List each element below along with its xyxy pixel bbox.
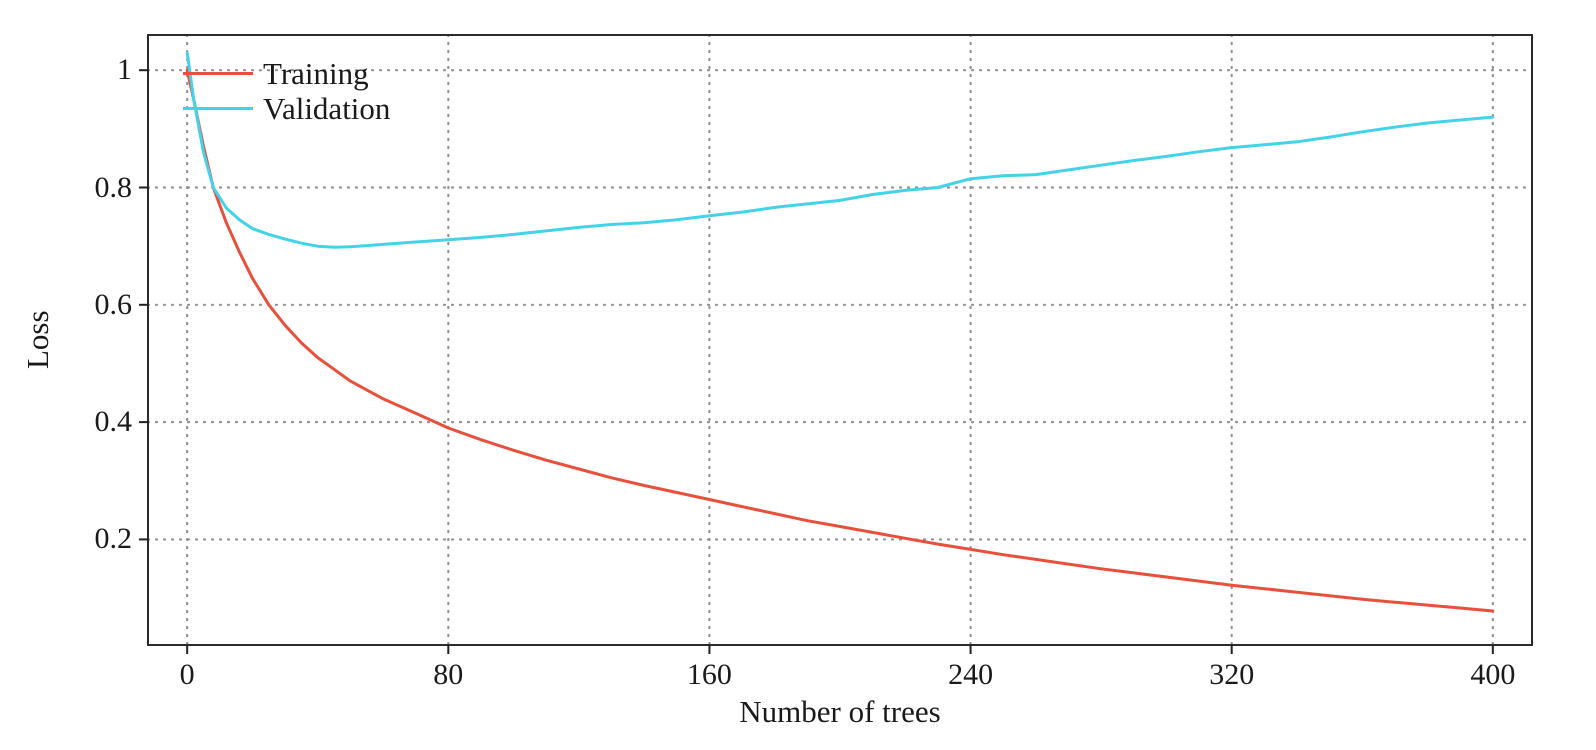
legend-label-training: Training bbox=[263, 56, 369, 91]
legend-item-training: Training bbox=[183, 58, 390, 89]
x-tick-label: 400 bbox=[1470, 658, 1516, 691]
legend-label-validation: Validation bbox=[263, 91, 391, 126]
y-tick-label: 0.6 bbox=[94, 287, 133, 321]
legend-swatch-training bbox=[183, 72, 253, 75]
x-axis-title: Number of trees bbox=[739, 694, 941, 729]
x-tick-label: 320 bbox=[1209, 658, 1255, 691]
legend-swatch-validation bbox=[183, 107, 253, 110]
x-tick-label: 240 bbox=[948, 658, 994, 691]
legend: Training Validation bbox=[183, 58, 390, 124]
legend-item-validation: Validation bbox=[183, 93, 390, 124]
y-tick-label: 0.4 bbox=[94, 405, 133, 439]
x-tick-label: 160 bbox=[686, 658, 732, 691]
series-line-training bbox=[185, 68, 1495, 613]
y-tick-label: 0.2 bbox=[94, 522, 133, 556]
x-tick-label: 0 bbox=[179, 658, 195, 691]
series-line-validation bbox=[185, 51, 1495, 249]
y-tick-label: 1 bbox=[117, 53, 132, 87]
y-axis-title: Loss bbox=[20, 310, 55, 370]
x-tick-label: 80 bbox=[433, 658, 464, 691]
plot-frame bbox=[147, 34, 1533, 646]
y-tick-label: 0.8 bbox=[94, 170, 133, 204]
